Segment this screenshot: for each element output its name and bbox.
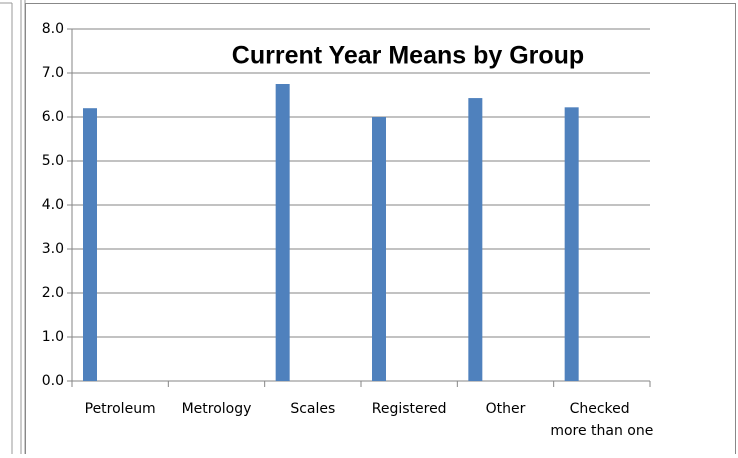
chart-border <box>25 3 736 458</box>
y-tick-label: 6.0 <box>42 109 64 125</box>
x-tick-label: Scales <box>290 401 335 417</box>
x-tick-label: Metrology <box>182 401 252 417</box>
x-tick-label: Registered <box>372 401 447 417</box>
y-tick-label: 7.0 <box>42 65 64 81</box>
y-tick-label: 8.0 <box>42 21 64 37</box>
y-tick-label: 4.0 <box>42 197 64 213</box>
x-tick-label: Other <box>486 401 526 417</box>
chart-title: Current Year Means by Group <box>232 42 584 70</box>
x-tick-label: Checked more than one <box>550 401 653 439</box>
y-tick-label: 5.0 <box>42 153 64 169</box>
bar <box>83 108 97 381</box>
bar <box>468 98 483 381</box>
x-tick-label: Petroleum <box>85 401 156 417</box>
y-tick-label: 2.0 <box>42 285 64 301</box>
bar <box>564 107 579 381</box>
y-tick-label: 1.0 <box>42 329 64 345</box>
bar <box>372 117 386 381</box>
y-tick-label: 0.0 <box>42 373 64 389</box>
bar <box>275 84 290 381</box>
y-tick-label: 3.0 <box>42 241 64 257</box>
